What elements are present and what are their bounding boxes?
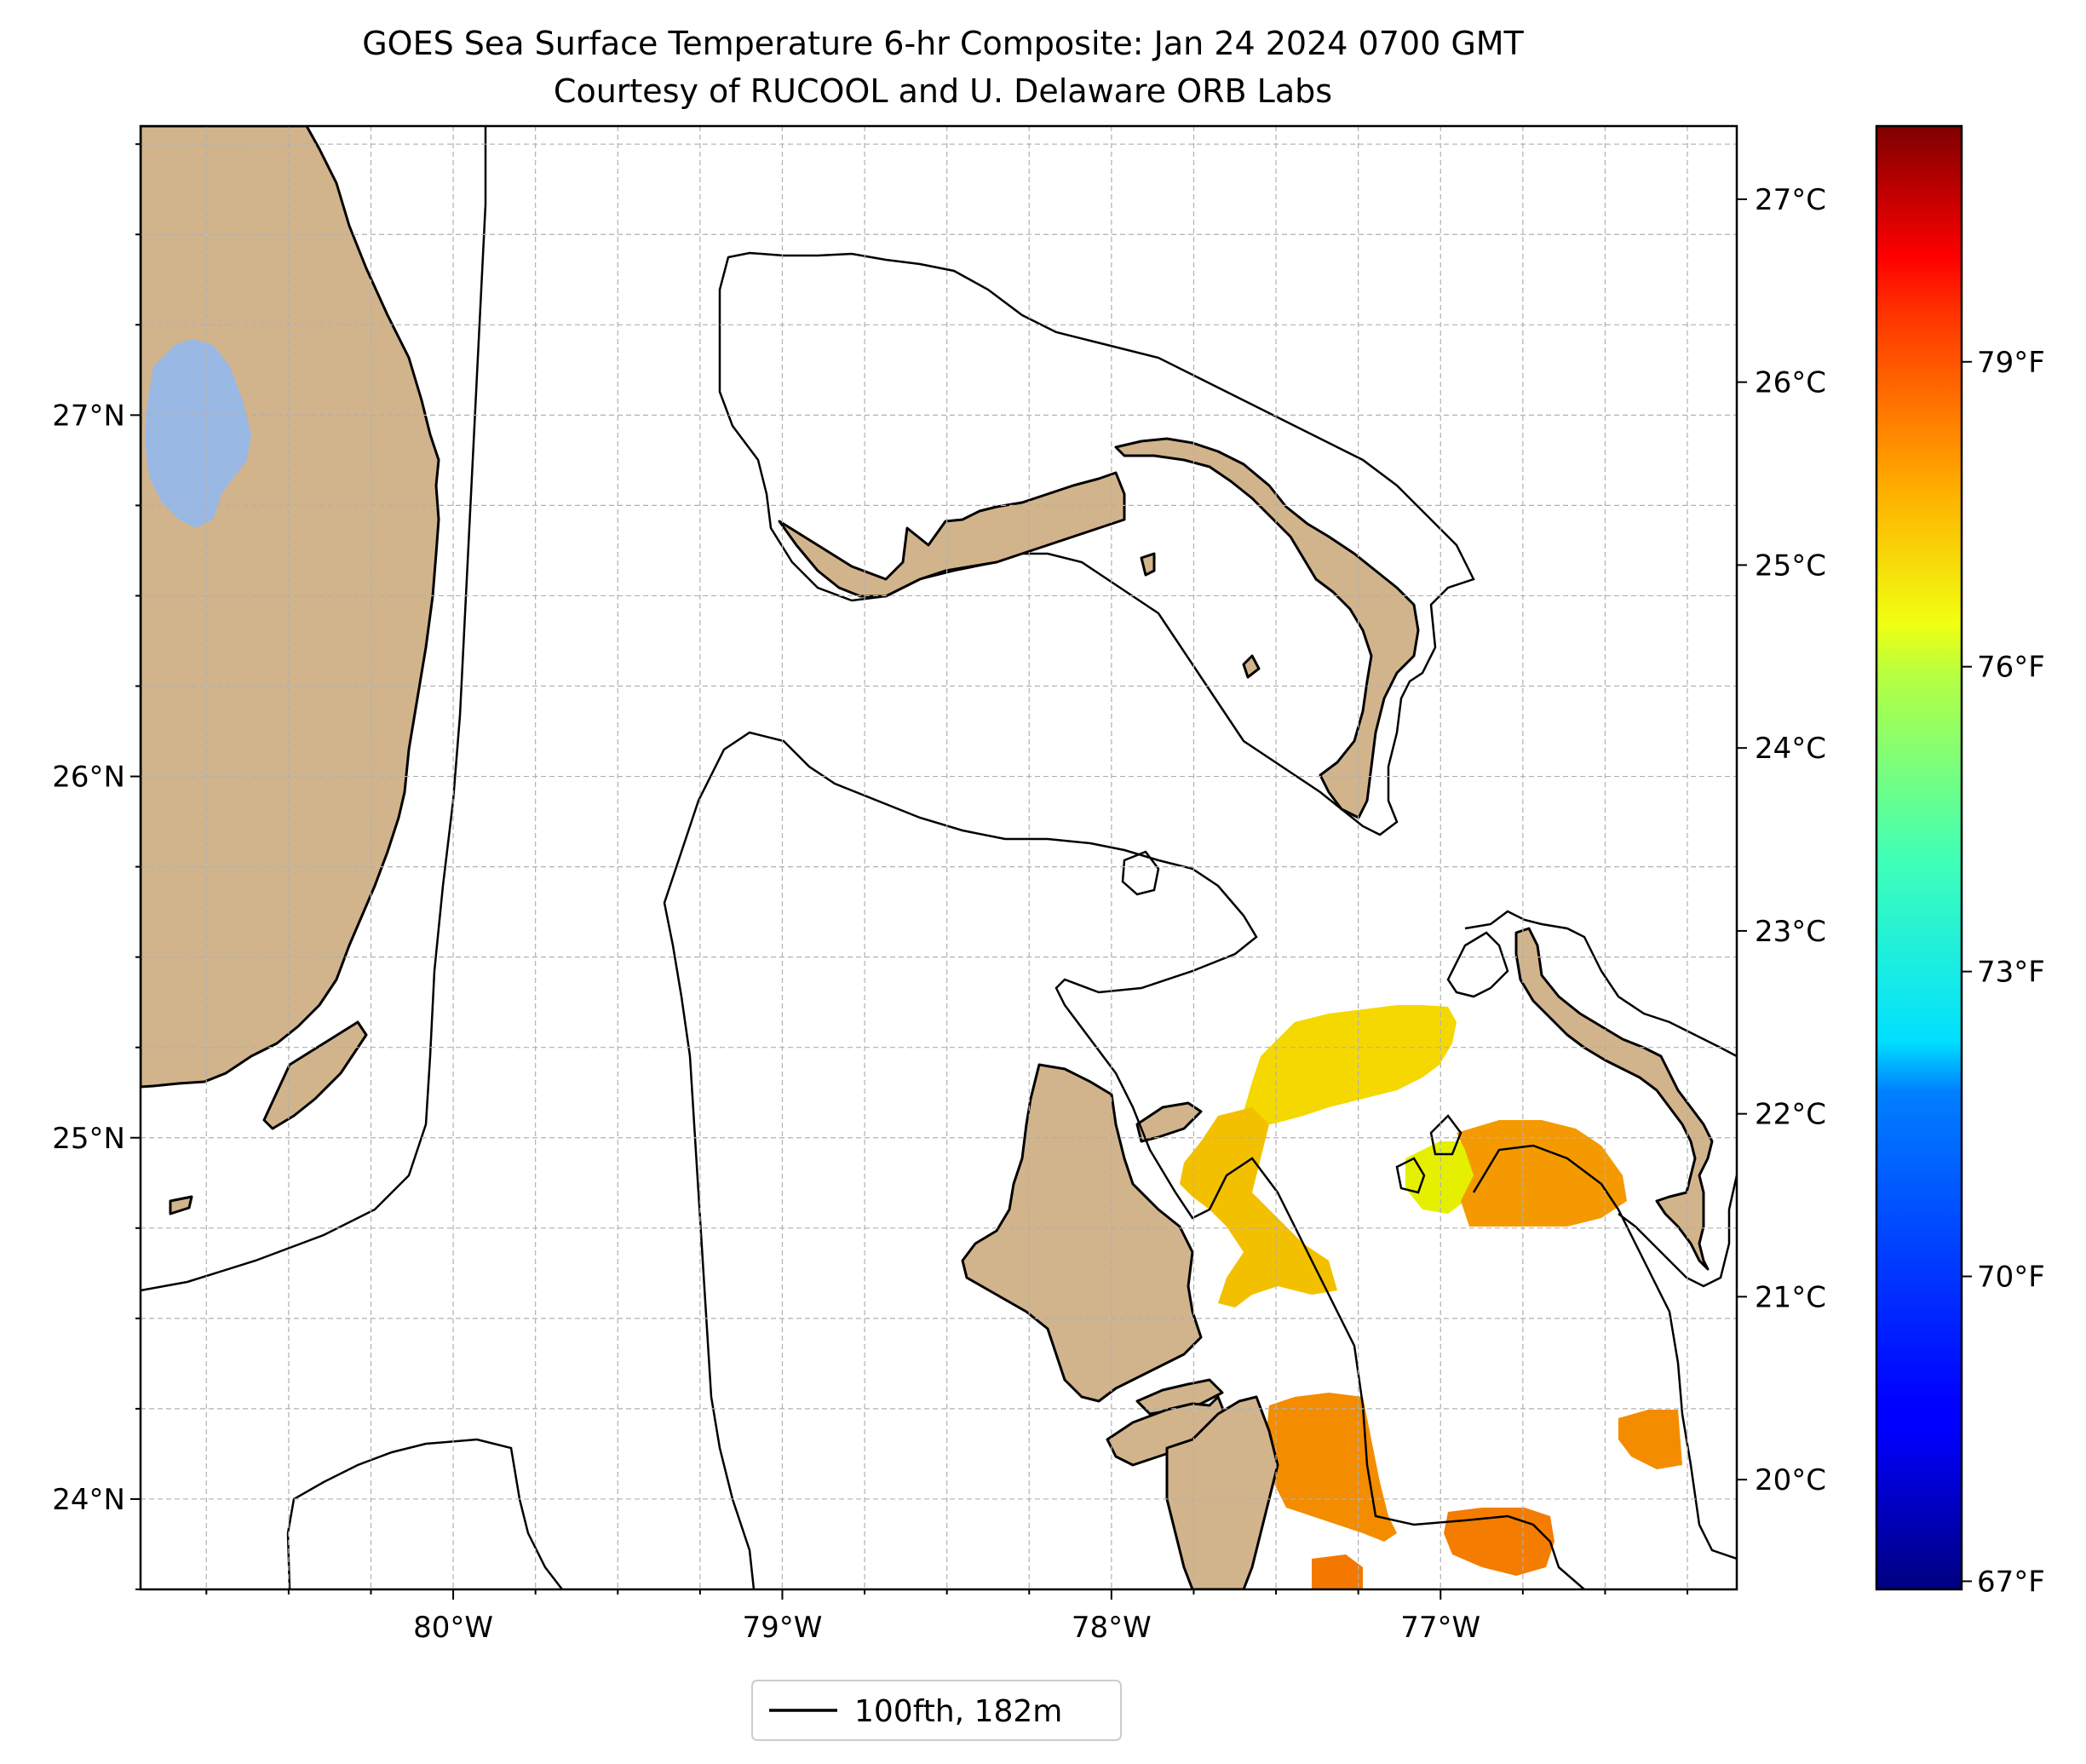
fahrenheit-tick-label: 67°F — [1977, 1565, 2045, 1599]
sst-patch-north — [1244, 1005, 1457, 1129]
florida-keys-1 — [262, 1020, 368, 1130]
florida-keys-2 — [169, 1195, 193, 1215]
andros-south-3 — [1165, 1395, 1279, 1589]
fahrenheit-tick-label: 76°F — [1977, 651, 2045, 685]
map-axes: 80°W 79°W 78°W 77°W 24°N 25°N 26°N 27°N — [52, 143, 1689, 1645]
contour-tongue-of-ocean — [663, 731, 1585, 1589]
celsius-tick-label: 25°C — [1755, 549, 1826, 583]
grand-bahama-cay — [1140, 552, 1156, 577]
map-title-line1: GOES Sea Surface Temperature 6-hr Compos… — [362, 25, 1524, 62]
colorbar-gradient — [1875, 124, 1963, 1591]
lon-tick-label: 80°W — [413, 1611, 493, 1645]
contour-eleuthera-outer — [1464, 910, 1737, 1288]
sst-patch-east-yellow — [1405, 1141, 1474, 1214]
fahrenheit-tick-label: 73°F — [1977, 956, 2045, 990]
map-title-line2: Courtesy of RUCOOL and U. Delaware ORB L… — [554, 72, 1332, 110]
colorbar-ticks: 20°C 21°C 22°C 23°C 24°C 25°C 26°C 27°C 67°F 70°F… — [1737, 183, 2045, 1599]
legend-box — [751, 1680, 1122, 1741]
andros-island — [961, 1063, 1203, 1403]
celsius-tick-label: 27°C — [1755, 183, 1826, 217]
lat-tick-label: 25°N — [52, 1122, 125, 1156]
contour-small-loop-1 — [1429, 1114, 1462, 1156]
depth-contours — [141, 126, 1737, 1589]
map-gridlines — [141, 126, 1737, 1589]
sst-patch-south-2 — [1312, 1554, 1363, 1589]
legend: 100fth, 182m — [751, 1680, 1122, 1741]
legend-label: 100fth, 182m — [854, 1694, 1062, 1729]
sst-patch-west — [1180, 1107, 1337, 1307]
map-frame — [139, 124, 1738, 1591]
berry-islands — [1135, 1101, 1203, 1143]
lake-okeechobee — [145, 339, 251, 528]
celsius-tick-label: 22°C — [1755, 1098, 1826, 1132]
colorbar: 20°C 21°C 22°C 23°C 24°C 25°C 26°C 27°C 67°F 70°F… — [1737, 124, 2045, 1599]
contour-florida-straits — [141, 126, 487, 1292]
celsius-tick-label: 26°C — [1755, 366, 1826, 400]
eleuthera — [1514, 927, 1714, 1271]
abaco-islands — [1114, 437, 1420, 819]
fahrenheit-tick-label: 70°F — [1977, 1261, 2045, 1295]
map-panel — [141, 126, 1737, 1589]
contour-small-loop-2 — [1121, 850, 1160, 896]
celsius-tick-label: 24°C — [1755, 732, 1826, 766]
celsius-tick-label: 21°C — [1755, 1280, 1826, 1314]
lon-tick-label: 79°W — [743, 1611, 823, 1645]
sst-patch-southeast — [1618, 1410, 1682, 1469]
celsius-tick-label: 20°C — [1755, 1463, 1826, 1497]
contour-little-bahama-bank — [718, 251, 1475, 836]
contour-exuma-sound — [1472, 1144, 1737, 1560]
contour-eleuthera-inner — [1446, 931, 1509, 998]
lat-tick-label: 24°N — [52, 1483, 125, 1517]
fahrenheit-tick-label: 79°F — [1977, 346, 2045, 380]
celsius-tick-label: 23°C — [1755, 915, 1826, 949]
lon-tick-label: 78°W — [1072, 1611, 1152, 1645]
sst-patch-east-orange — [1457, 1120, 1627, 1227]
lat-tick-label: 26°N — [52, 761, 125, 795]
contour-small-loop-3 — [1395, 1157, 1426, 1194]
sst-patches — [1180, 1005, 1682, 1589]
abaco-cay — [1242, 654, 1261, 679]
lon-tick-label: 77°W — [1400, 1611, 1480, 1645]
sst-patch-south-3 — [1444, 1508, 1554, 1576]
lat-tick-label: 27°N — [52, 399, 125, 433]
